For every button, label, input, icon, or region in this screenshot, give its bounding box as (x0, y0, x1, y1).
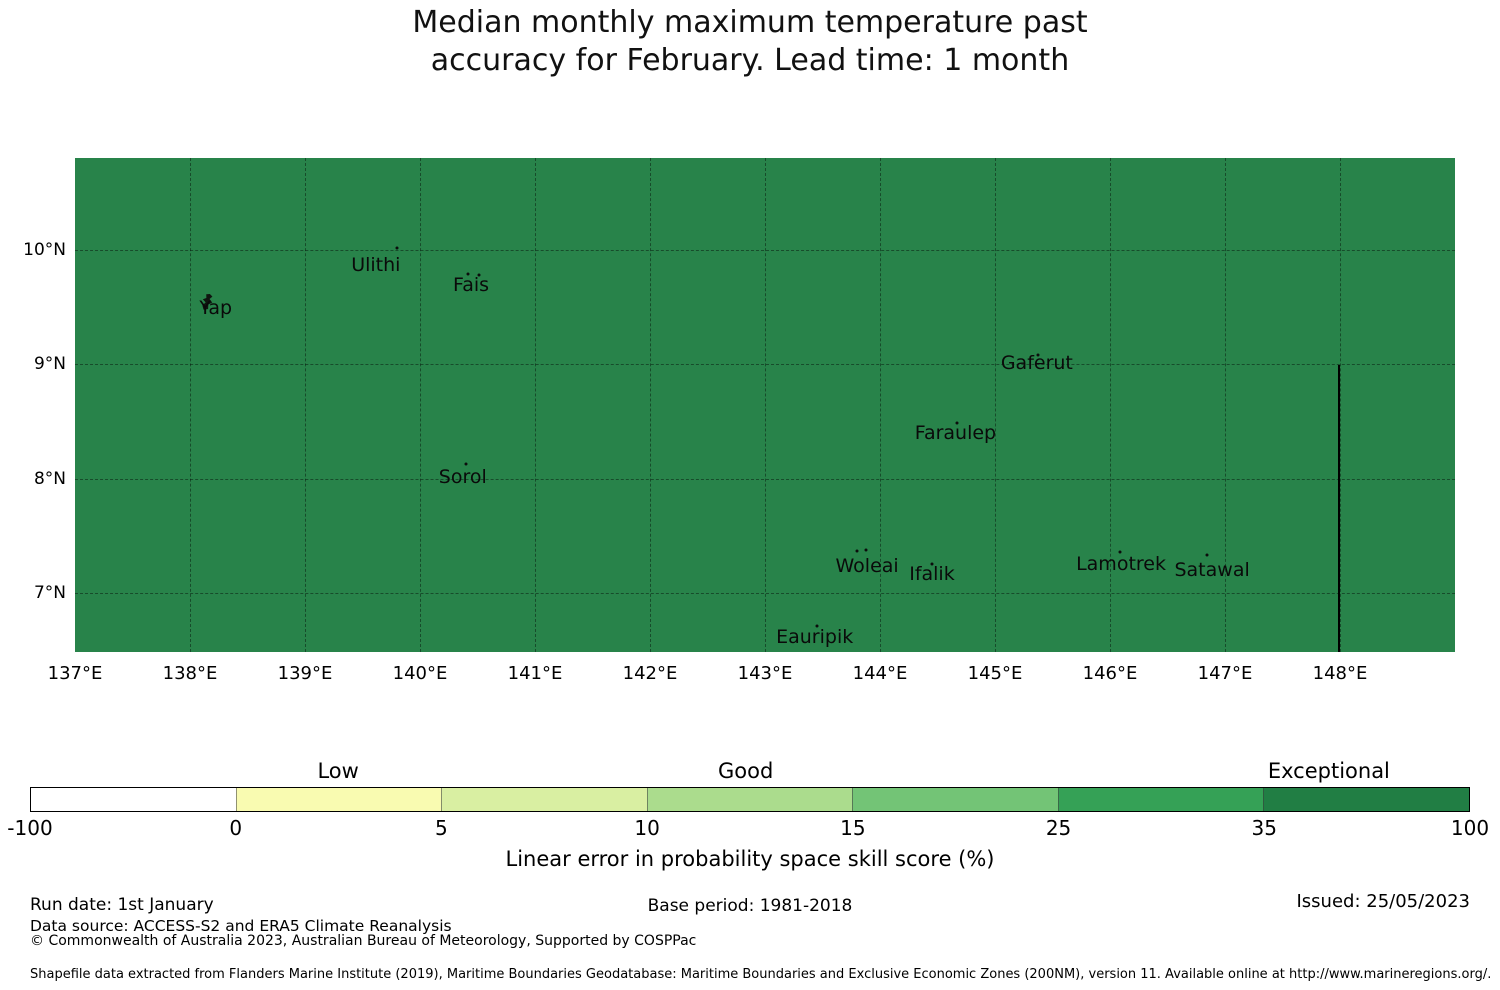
graticule-meridian (880, 158, 881, 652)
shapefile-note-text: Shapefile data extracted from Flanders M… (30, 967, 1492, 982)
graticule-meridian (190, 158, 191, 652)
island-marker-dot (1118, 550, 1122, 554)
island-label: Ifalik (909, 563, 955, 586)
colorbar-segment (1263, 788, 1470, 811)
graticule-meridian (765, 158, 766, 652)
y-tick-label: 8°N (33, 468, 66, 489)
graticule-meridian (305, 158, 306, 652)
graticule-parallel (75, 478, 1455, 480)
y-tick-label: 7°N (33, 583, 66, 604)
island-label: Faraulep (914, 421, 997, 444)
y-axis: 10°N 9°N 8°N 7°N (0, 158, 66, 652)
base-period-text: Base period: 1981-2018 (647, 896, 853, 916)
island-marker-dot (1036, 353, 1040, 357)
graticule-meridian (995, 158, 996, 652)
copyright-text: © Commonwealth of Australia 2023, Austra… (30, 933, 697, 949)
island-marker-dot (815, 624, 819, 628)
x-tick-label: 145°E (967, 663, 1023, 684)
island-label: Ulithi (351, 254, 401, 277)
island-label: Gaferut (1000, 352, 1073, 374)
colorbar-tick-label: 35 (1251, 816, 1278, 840)
island-marker-dot (864, 548, 868, 552)
chart-title-line1: Median monthly maximum temperature past (412, 5, 1088, 40)
colorbar-segment (441, 788, 647, 811)
x-tick-label: 146°E (1082, 663, 1138, 684)
maritime-boundary-line (1338, 364, 1341, 652)
x-tick-label: 144°E (852, 663, 908, 684)
colorbar-segment (235, 788, 442, 811)
colorbar-category-label: Exceptional (1267, 759, 1390, 783)
colorbar-tick-label: 10 (634, 816, 660, 840)
x-tick-label: 143°E (737, 663, 793, 684)
x-tick-label: 138°E (162, 663, 218, 684)
colorbar-segment (31, 788, 236, 811)
graticule-parallel (75, 593, 1455, 595)
run-date-text: Run date: 1st January (30, 895, 214, 915)
island-label: Fais (453, 273, 490, 296)
graticule-meridian (535, 158, 536, 652)
data-source-text: Data source: ACCESS-S2 and ERA5 Climate … (30, 917, 452, 935)
x-axis: 137°E 138°E 139°E 140°E 141°E 142°E 143°E 144°E… (48, 663, 1455, 689)
x-tick-label: 142°E (622, 663, 678, 684)
x-tick-label: 139°E (277, 663, 333, 684)
x-tick-label: 137°E (47, 663, 103, 684)
chart-title-line2: accuracy for February. Lead time: 1 mont… (430, 43, 1070, 78)
graticule-meridian (1340, 158, 1341, 652)
x-tick-label: 140°E (392, 663, 448, 684)
island-marker-dot (930, 562, 934, 566)
colorbar-category-labels: Low Good Exceptional (30, 759, 1470, 787)
island-label: Eauripik (776, 626, 854, 649)
colorbar-segment (1057, 788, 1264, 811)
y-tick-label: 10°N (23, 239, 66, 260)
colorbar (30, 787, 1470, 812)
colorbar-segment (852, 788, 1058, 811)
island-label: Woleai (835, 555, 899, 578)
island-label: Sorol (438, 466, 487, 489)
colorbar-tick-label: 100 (1450, 816, 1490, 840)
colorbar-tick-label: 25 (1045, 816, 1072, 840)
island-marker-dot (955, 421, 959, 425)
colorbar-tick-labels: -100 0 5 10 15 25 35 100 (7, 816, 1489, 842)
issued-date-text: Issued: 25/05/2023 (1296, 891, 1470, 912)
island-marker-dot (855, 549, 859, 553)
graticule-meridian (1225, 158, 1226, 652)
graticule-meridian (420, 158, 421, 652)
island-label: Lamotrek (1076, 552, 1166, 575)
colorbar-axis-label: Linear error in probability space skill … (505, 847, 995, 871)
graticule-parallel (75, 364, 1455, 366)
graticule-meridian (1110, 158, 1111, 652)
colorbar-tick-label: 0 (229, 816, 243, 840)
y-tick-label: 9°N (33, 354, 66, 375)
x-tick-label: 148°E (1312, 663, 1368, 684)
chart-title: Median monthly maximum temperature past … (0, 4, 1500, 80)
island-marker-dot (395, 246, 399, 250)
x-tick-label: 147°E (1197, 663, 1253, 684)
island-label: Yap (199, 297, 233, 320)
island-marker-dot (464, 462, 468, 466)
colorbar-tick-label: 15 (840, 816, 866, 840)
graticule-parallel (75, 249, 1455, 251)
colorbar-tick-label: -100 (7, 816, 53, 840)
island-marker-dot (477, 273, 481, 277)
graticule-meridian (650, 158, 651, 652)
island-label: Satawal (1174, 558, 1250, 581)
colorbar-category-label: Low (317, 759, 359, 783)
island-marker-dot (466, 272, 470, 276)
colorbar-tick-label: 5 (435, 816, 448, 840)
map-area: Yap Ulithi Fais Sorol Gaferut Faraulep Woleai I… (75, 158, 1455, 652)
colorbar-category-label: Good (718, 759, 774, 783)
x-tick-label: 141°E (507, 663, 563, 684)
island-marker-dot (1205, 553, 1209, 557)
colorbar-segment (646, 788, 853, 811)
